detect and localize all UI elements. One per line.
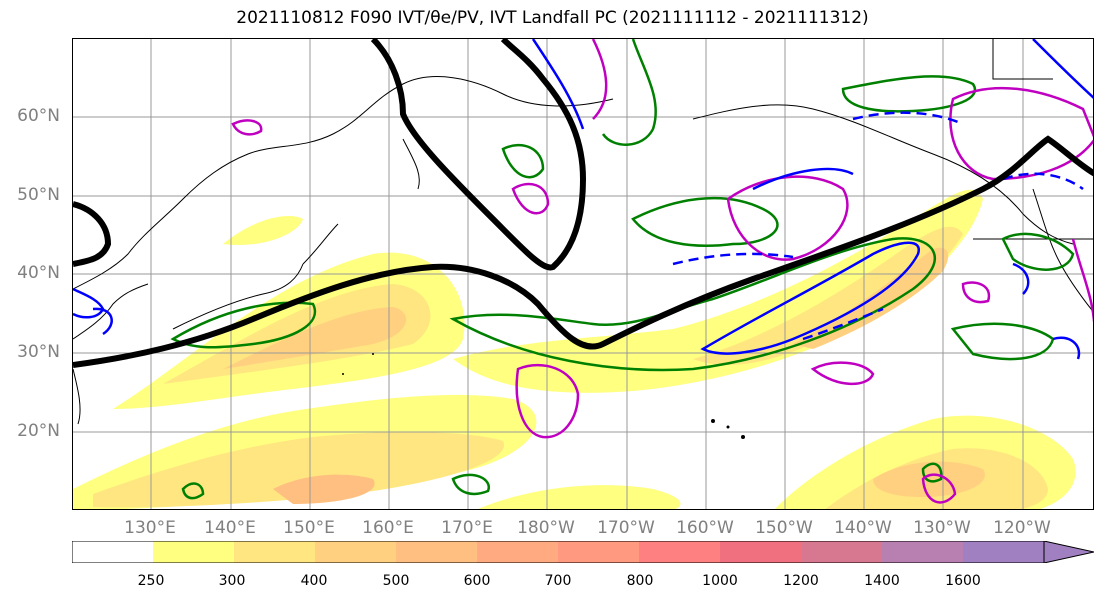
lon-label: 140°W bbox=[834, 518, 892, 538]
lat-label: 50°N bbox=[17, 185, 60, 205]
colorbar-tick: 400 bbox=[300, 573, 328, 589]
colorbar-segment bbox=[234, 541, 316, 563]
colorbar bbox=[71, 540, 1095, 564]
colorbar-tick: 1000 bbox=[702, 573, 738, 589]
lon-label: 150°E bbox=[283, 518, 335, 538]
map-title: 2021110812 F090 IVT/θe/PV, IVT Landfall … bbox=[236, 8, 869, 28]
lat-label: 60°N bbox=[17, 106, 60, 126]
gridlines bbox=[73, 39, 1093, 509]
black-contour bbox=[73, 39, 1093, 368]
colorbar-tick: 600 bbox=[463, 573, 491, 589]
coastlines bbox=[73, 39, 1093, 425]
lon-label: 150°W bbox=[755, 518, 813, 538]
colorbar-segment bbox=[639, 541, 721, 563]
lat-label: 40°N bbox=[17, 263, 60, 283]
lat-label: 20°N bbox=[17, 421, 60, 441]
islands bbox=[342, 353, 745, 439]
colorbar-segment bbox=[396, 541, 478, 563]
colorbar-segment bbox=[801, 541, 883, 563]
lon-label: 130°E bbox=[124, 518, 176, 538]
colorbar-tick: 1400 bbox=[864, 573, 900, 589]
lon-label: 160°W bbox=[676, 518, 734, 538]
map-canvas bbox=[73, 39, 1093, 509]
colorbar-tick: 1200 bbox=[783, 573, 819, 589]
colorbar-tick: 500 bbox=[382, 573, 410, 589]
colorbar-segment bbox=[720, 541, 802, 563]
colorbar-tick: 700 bbox=[544, 573, 572, 589]
lat-label: 30°N bbox=[17, 342, 60, 362]
colorbar-segment bbox=[72, 541, 154, 563]
lon-label: 170°E bbox=[441, 518, 493, 538]
blue-contours bbox=[73, 39, 1093, 360]
ivt-shading bbox=[73, 189, 1076, 509]
colorbar-svg bbox=[71, 540, 1095, 564]
colorbar-tick: 1600 bbox=[945, 573, 981, 589]
colorbar-segment bbox=[153, 541, 235, 563]
lon-label: 120°W bbox=[993, 518, 1051, 538]
colorbar-tick: 800 bbox=[626, 573, 654, 589]
colorbar-segment bbox=[963, 541, 1045, 563]
colorbar-tick: 250 bbox=[137, 573, 165, 589]
lon-label: 130°W bbox=[913, 518, 971, 538]
colorbar-segment bbox=[477, 541, 559, 563]
lon-label: 160°E bbox=[362, 518, 414, 538]
colorbar-segment bbox=[882, 541, 964, 563]
colorbar-tick: 300 bbox=[218, 573, 246, 589]
colorbar-segment bbox=[315, 541, 397, 563]
map-panel bbox=[72, 38, 1094, 510]
colorbar-segment bbox=[558, 541, 640, 563]
lon-label: 140°E bbox=[204, 518, 256, 538]
lon-label: 180°W bbox=[517, 518, 575, 538]
colorbar-extend-arrow bbox=[1043, 540, 1095, 564]
lon-label: 170°W bbox=[597, 518, 655, 538]
